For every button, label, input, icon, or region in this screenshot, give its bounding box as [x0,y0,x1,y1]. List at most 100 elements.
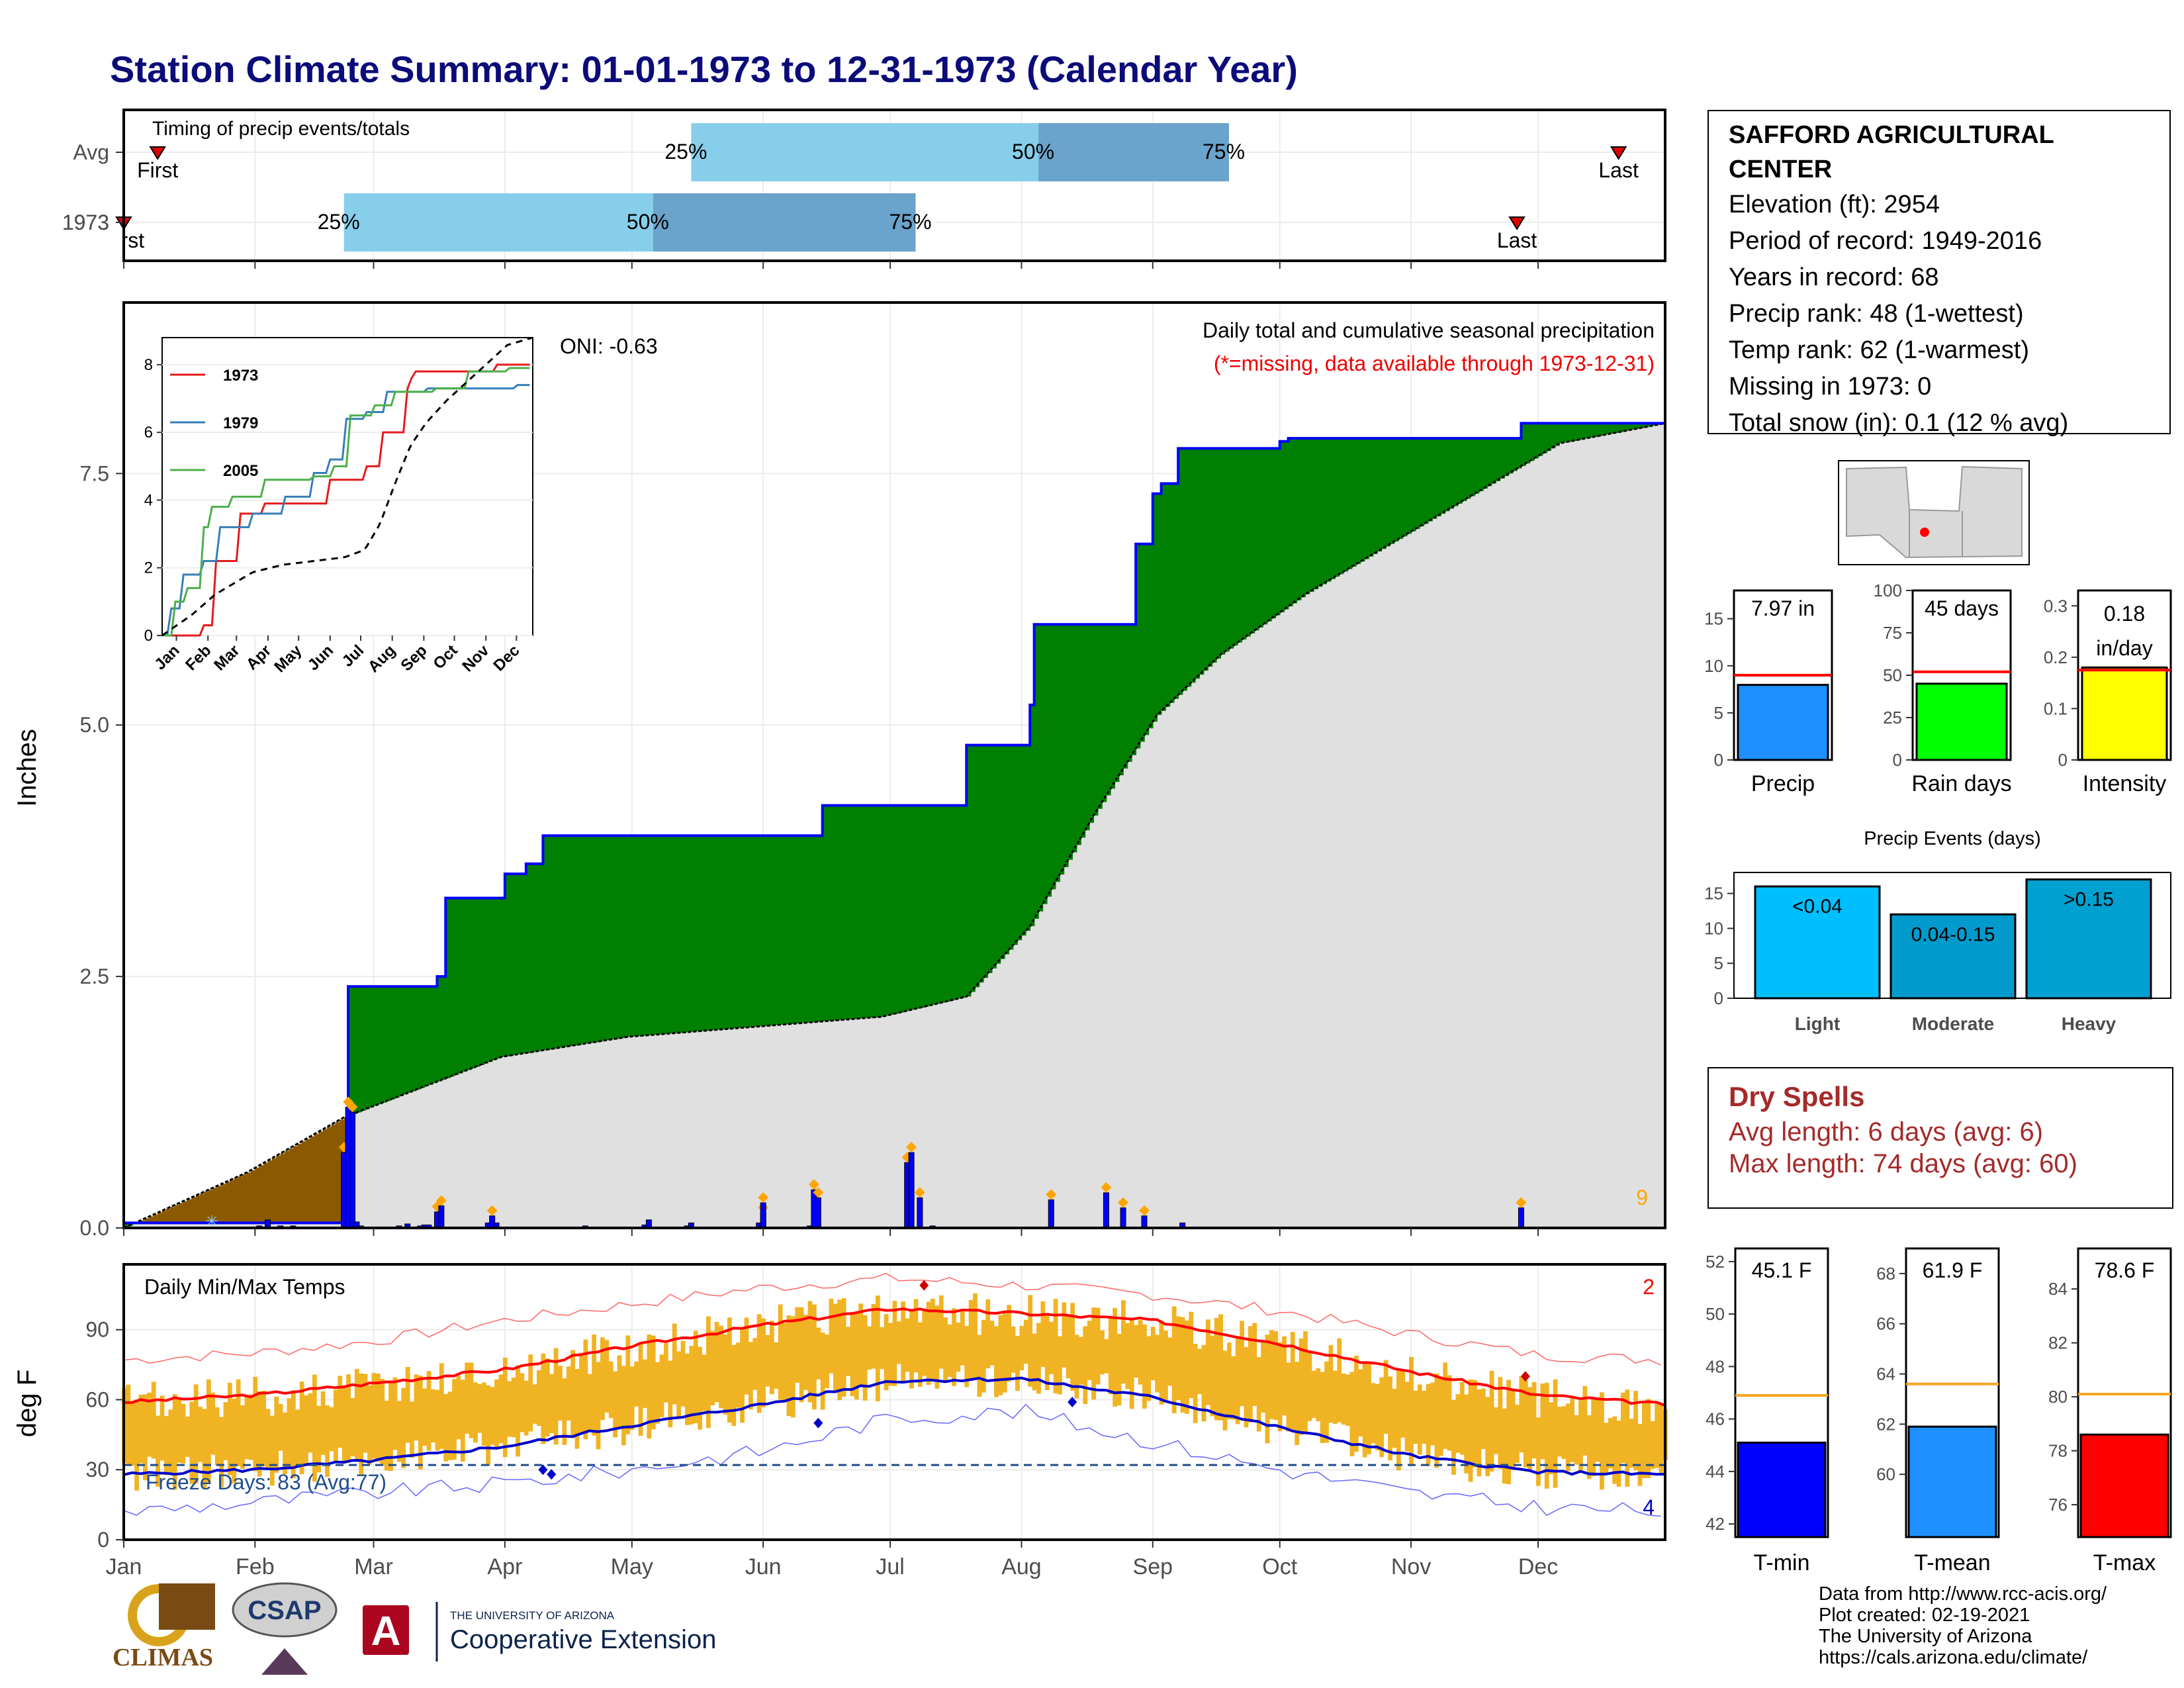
dry-spells-title: Dry Spells [1729,1081,1865,1112]
below-normal-fill [153,1214,158,1223]
above-normal-fill [797,835,802,1024]
above-normal-fill [1106,624,1111,796]
above-normal-fill [1576,423,1581,440]
daily-temp-bar [655,1362,660,1424]
above-normal-fill [661,835,666,1035]
daily-temp-bar [829,1298,834,1374]
normal-min-line [123,1376,1666,1476]
below-normal-fill [276,1155,281,1223]
daily-temp-bar [1095,1307,1101,1385]
above-normal-fill [1419,438,1425,527]
daily-temp-bar [1629,1419,1634,1468]
above-normal-fill [356,986,362,1113]
daily-temp-bar [134,1399,139,1491]
temp-bar [1907,1425,1997,1538]
above-normal-fill [801,835,806,1023]
above-normal-fill [1110,624,1116,789]
cumulative-1973-line [124,422,1665,1225]
above-normal-fill [657,835,662,1035]
y-tick-label: 2.5 [80,964,109,988]
daily-temp-bar [1642,1403,1647,1478]
daily-temp-bar [325,1405,330,1477]
pct-label: 75% [889,210,931,234]
above-normal-fill [780,835,785,1025]
daily-temp-bar [435,1389,440,1451]
daily-temp-bar [1142,1324,1147,1409]
above-normal-fill [636,835,641,1037]
events-tick-label: 5 [1714,953,1723,973]
above-normal-fill [1000,745,1005,959]
temp-top-count: 2 [1643,1275,1655,1299]
daily-temp-bar [452,1379,457,1460]
below-normal-fill [165,1209,171,1223]
daily-temp-bar [1015,1335,1020,1391]
above-normal-fill [428,986,433,1085]
ua-logo-small-text: THE UNIVERSITY OF ARIZONA [450,1609,615,1622]
daily-temp-bar [1210,1335,1215,1417]
above-normal-fill [864,805,870,1018]
daily-temp-bar [469,1362,474,1438]
daily-temp-bar [562,1378,567,1445]
daily-temp-bar [1104,1338,1109,1374]
daily-temp-bar [1201,1344,1206,1422]
daily-temp-bar [1125,1323,1130,1389]
above-normal-fill [1572,423,1577,442]
above-normal-fill [742,835,747,1028]
below-normal-fill [158,1212,163,1223]
above-normal-fill [979,745,984,983]
above-normal-fill [949,805,954,1001]
mini-tick-label: 0.2 [2044,647,2068,667]
daily-temp-bar [1434,1373,1439,1468]
daily-temp-bar [858,1303,864,1385]
above-normal-fill [369,986,375,1108]
above-normal-fill [530,863,535,1053]
daily-temp-bar [981,1319,986,1393]
mini-tick-label: 100 [1874,581,1902,600]
below-normal-fill [200,1194,205,1223]
daily-temp-bar [625,1335,631,1434]
temp-y-axis-label: deg F [13,1370,42,1437]
daily-temp-bar [159,1395,165,1461]
above-normal-fill [686,835,692,1033]
below-normal-fill [280,1153,285,1223]
daily-temp-bar [346,1374,351,1460]
daily-temp-bar [396,1401,402,1462]
above-normal-fill [940,805,946,1003]
daily-temp-bar [341,1385,347,1464]
daily-temp-bar [1320,1372,1325,1444]
pct-label: 50% [1012,140,1054,164]
mini-bar-value: 45 days [1925,596,1999,620]
above-normal-fill [640,835,645,1036]
above-normal-fill [1140,543,1145,742]
above-normal-fill [1428,438,1433,522]
above-normal-fill [1182,448,1187,691]
below-normal-fill [242,1174,248,1223]
event-bar [1889,913,2017,1000]
above-normal-fill [416,986,421,1090]
daily-temp-bar [1337,1338,1342,1423]
mini-bar [1737,684,1829,761]
daily-temp-bar [1066,1315,1071,1379]
above-normal-fill [767,835,772,1026]
inset-y-tick: 8 [144,356,153,374]
above-normal-fill [933,805,938,1005]
above-normal-fill [623,835,629,1038]
csap-logo-icon [261,1648,308,1675]
above-normal-fill [907,805,912,1011]
daily-temp-bar [236,1379,241,1466]
daily-temp-bar [1349,1372,1355,1456]
daily-temp-bar [926,1301,931,1385]
mini-tick-label: 50 [1883,665,1902,685]
daily-temp-bar [350,1397,355,1456]
timing-row-label: 1973 [62,211,109,234]
daily-temp-bar [401,1387,406,1468]
above-normal-fill [631,835,637,1037]
above-normal-fill [970,745,976,992]
daily-temp-bar [952,1308,956,1386]
above-normal-fill [991,745,997,968]
above-normal-fill [1453,438,1459,506]
above-normal-fill [1127,624,1132,762]
above-normal-fill [454,898,459,1075]
daily-temp-bar [240,1405,245,1469]
daily-temp-bar [973,1293,978,1380]
